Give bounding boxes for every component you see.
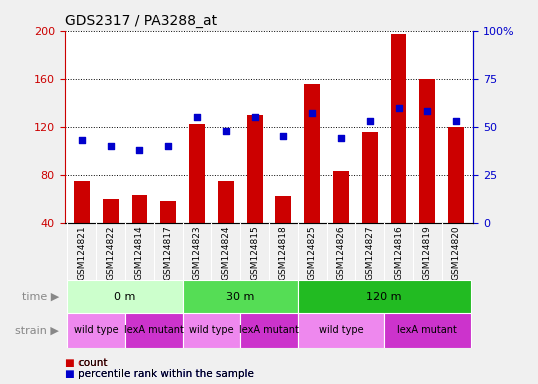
Text: GSM124822: GSM124822 bbox=[106, 226, 115, 280]
Bar bbox=[362, 131, 378, 223]
Point bbox=[164, 143, 173, 149]
Text: wild type: wild type bbox=[189, 325, 233, 335]
Text: GSM124824: GSM124824 bbox=[221, 226, 230, 280]
Text: 30 m: 30 m bbox=[226, 291, 254, 302]
Text: GSM124826: GSM124826 bbox=[336, 226, 345, 280]
Text: GSM124817: GSM124817 bbox=[164, 226, 173, 280]
Point bbox=[107, 143, 115, 149]
Bar bbox=[131, 195, 147, 223]
Text: percentile rank within the sample: percentile rank within the sample bbox=[78, 369, 254, 379]
Text: GSM124818: GSM124818 bbox=[279, 226, 288, 280]
Point bbox=[337, 135, 345, 141]
Point bbox=[135, 147, 144, 153]
Bar bbox=[125, 313, 182, 348]
Text: GSM124821: GSM124821 bbox=[77, 226, 86, 280]
Bar bbox=[333, 171, 349, 223]
Bar bbox=[391, 34, 407, 223]
Point bbox=[193, 114, 201, 120]
Point bbox=[452, 118, 461, 124]
Text: GSM124815: GSM124815 bbox=[250, 226, 259, 280]
Text: lexA mutant: lexA mutant bbox=[124, 325, 184, 335]
Text: GDS2317 / PA3288_at: GDS2317 / PA3288_at bbox=[65, 14, 217, 28]
Point bbox=[77, 137, 86, 143]
Bar bbox=[247, 115, 263, 223]
Text: GSM124816: GSM124816 bbox=[394, 226, 403, 280]
Bar bbox=[160, 201, 176, 223]
Text: GSM124820: GSM124820 bbox=[452, 226, 461, 280]
Point bbox=[423, 108, 431, 114]
Text: 120 m: 120 m bbox=[366, 291, 402, 302]
Text: wild type: wild type bbox=[318, 325, 363, 335]
Point bbox=[279, 133, 288, 139]
Text: strain ▶: strain ▶ bbox=[15, 325, 59, 335]
Text: 0 m: 0 m bbox=[115, 291, 136, 302]
Text: GSM124827: GSM124827 bbox=[365, 226, 374, 280]
Bar bbox=[182, 280, 298, 313]
Point bbox=[365, 118, 374, 124]
Text: GSM124819: GSM124819 bbox=[423, 226, 432, 280]
Point bbox=[394, 104, 403, 111]
Text: ■ percentile rank within the sample: ■ percentile rank within the sample bbox=[65, 369, 253, 379]
Bar bbox=[240, 313, 298, 348]
Bar bbox=[67, 280, 182, 313]
Bar bbox=[67, 313, 125, 348]
Text: GSM124823: GSM124823 bbox=[193, 226, 202, 280]
Text: time ▶: time ▶ bbox=[22, 291, 59, 302]
Bar bbox=[218, 181, 233, 223]
Bar bbox=[189, 124, 205, 223]
Text: lexA mutant: lexA mutant bbox=[398, 325, 457, 335]
Bar bbox=[103, 199, 118, 223]
Point bbox=[250, 114, 259, 120]
Bar bbox=[182, 313, 240, 348]
Text: GSM124825: GSM124825 bbox=[308, 226, 317, 280]
Point bbox=[222, 127, 230, 134]
Bar bbox=[298, 280, 471, 313]
Text: lexA mutant: lexA mutant bbox=[239, 325, 299, 335]
Bar bbox=[74, 181, 90, 223]
Text: count: count bbox=[78, 358, 108, 368]
Bar bbox=[275, 196, 291, 223]
Bar bbox=[305, 84, 320, 223]
Bar bbox=[384, 313, 471, 348]
Text: GSM124814: GSM124814 bbox=[135, 226, 144, 280]
Bar bbox=[298, 313, 384, 348]
Text: wild type: wild type bbox=[74, 325, 118, 335]
Point bbox=[308, 110, 316, 116]
Bar bbox=[448, 127, 464, 223]
Text: ■ count: ■ count bbox=[65, 358, 107, 368]
Bar bbox=[420, 79, 435, 223]
